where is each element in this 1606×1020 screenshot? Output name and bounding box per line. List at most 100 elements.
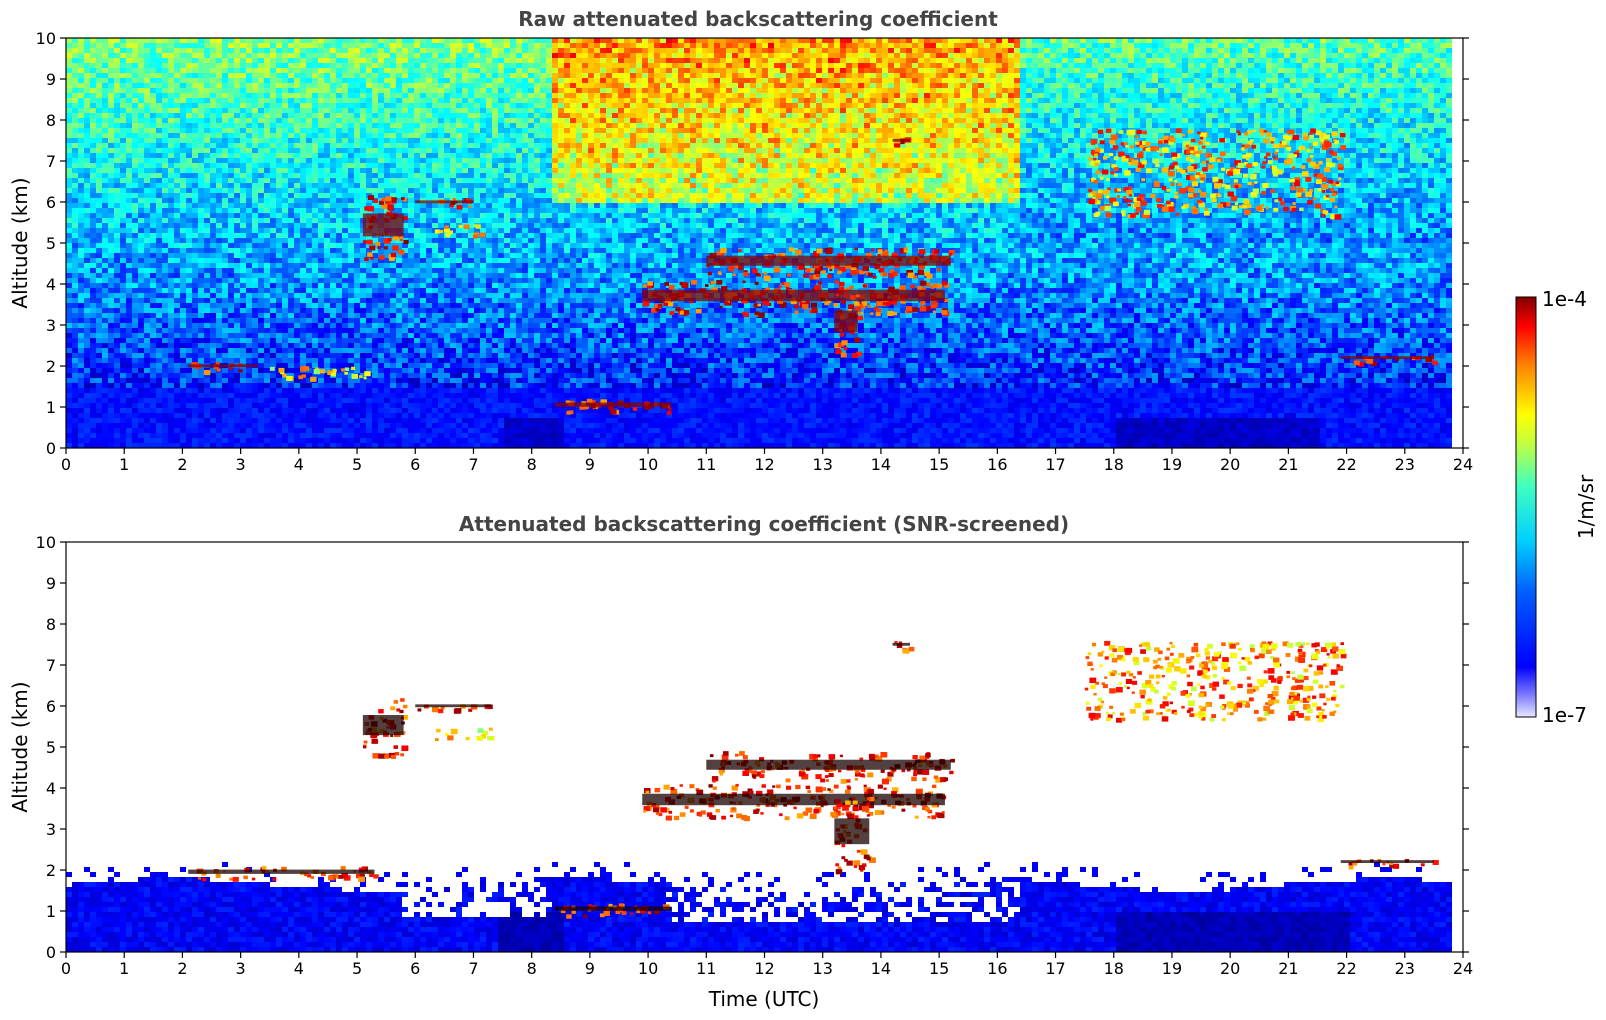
x-tick-label: 6 bbox=[410, 455, 420, 474]
x-tick-label: 21 bbox=[1278, 455, 1298, 474]
y-tick-label: 8 bbox=[46, 615, 56, 634]
screened-backscatter-panel: Attenuated backscattering coefficient (S… bbox=[8, 512, 1473, 1011]
x-tick-label: 7 bbox=[468, 959, 478, 978]
feature-virga bbox=[834, 293, 864, 358]
x-tick-label: 23 bbox=[1395, 959, 1415, 978]
x-tick-label: 16 bbox=[987, 959, 1007, 978]
feature-cloud bbox=[415, 198, 474, 210]
feature-aerosol-layer bbox=[188, 865, 379, 882]
y-tick-label: 0 bbox=[46, 943, 56, 962]
x-tick-label: 18 bbox=[1104, 959, 1124, 978]
x-tick-label: 1 bbox=[119, 455, 129, 474]
feature-cloud bbox=[435, 727, 495, 741]
x-axis: 0 1 2 3 4 5 6 7 8 9 10 11 12 13 14 15 16 17 18 19 20 21 22 23 24 bbox=[61, 448, 1473, 474]
y-tick-label: 5 bbox=[46, 738, 56, 757]
x-tick-label: 2 bbox=[177, 455, 187, 474]
x-tick-label: 19 bbox=[1162, 959, 1182, 978]
colorbar-min-label: 1e-7 bbox=[1542, 703, 1587, 727]
panel-title: Attenuated backscattering coefficient (S… bbox=[459, 512, 1069, 536]
x-tick-label: 8 bbox=[527, 959, 537, 978]
x-tick-label: 3 bbox=[236, 455, 246, 474]
colorbar-gradient bbox=[1515, 296, 1537, 718]
x-tick-label: 14 bbox=[871, 455, 891, 474]
feature-aerosol-layer bbox=[269, 366, 371, 382]
y-axis-label: Altitude (km) bbox=[8, 177, 32, 308]
y-axis: 0 1 2 3 4 5 6 7 8 9 10 bbox=[36, 533, 1469, 962]
x-tick-label: 13 bbox=[813, 455, 833, 474]
feature-cloud bbox=[706, 751, 955, 785]
x-tick-label: 9 bbox=[585, 455, 595, 474]
colorbar-unit-label: 1/m/sr bbox=[1574, 474, 1598, 539]
y-tick-label: 4 bbox=[46, 779, 56, 798]
y-axis: 0 1 2 3 4 5 6 7 8 9 10 bbox=[36, 29, 1469, 458]
y-tick-label: 1 bbox=[46, 398, 56, 417]
x-tick-label: 20 bbox=[1220, 455, 1240, 474]
y-tick-label: 3 bbox=[46, 316, 56, 335]
x-tick-label: 1 bbox=[119, 959, 129, 978]
feature-cloud bbox=[434, 224, 486, 239]
y-tick-label: 4 bbox=[46, 275, 56, 294]
x-tick-label: 10 bbox=[638, 455, 658, 474]
x-tick-label: 9 bbox=[585, 959, 595, 978]
y-tick-label: 10 bbox=[36, 29, 56, 48]
raw-backscatter-panel: Raw attenuated backscattering coefficien… bbox=[8, 7, 1473, 474]
x-tick-label: 4 bbox=[294, 959, 304, 978]
x-tick-label: 23 bbox=[1395, 455, 1415, 474]
feature-cloud bbox=[362, 698, 409, 759]
feature-cloud bbox=[554, 398, 672, 415]
x-tick-label: 6 bbox=[410, 959, 420, 978]
x-tick-label: 2 bbox=[177, 959, 187, 978]
y-tick-label: 6 bbox=[46, 697, 56, 716]
panel-title: Raw attenuated backscattering coefficien… bbox=[518, 7, 998, 31]
x-tick-label: 17 bbox=[1045, 455, 1065, 474]
y-tick-label: 10 bbox=[36, 533, 56, 552]
y-tick-label: 7 bbox=[46, 152, 56, 171]
feature-cirrus bbox=[1088, 128, 1347, 220]
y-tick-label: 9 bbox=[46, 574, 56, 593]
x-tick-label: 11 bbox=[696, 455, 716, 474]
x-tick-label: 14 bbox=[871, 959, 891, 978]
x-tick-label: 18 bbox=[1104, 455, 1124, 474]
x-tick-label: 5 bbox=[352, 959, 362, 978]
x-axis: 0 1 2 3 4 5 6 7 8 9 10 11 12 13 14 15 16 17 18 19 20 21 22 23 24 bbox=[61, 952, 1473, 978]
x-tick-label: 16 bbox=[987, 455, 1007, 474]
y-tick-label: 8 bbox=[46, 111, 56, 130]
feature-virga bbox=[834, 796, 876, 875]
colorbar-max-label: 1e-4 bbox=[1542, 287, 1587, 311]
feature-cirrus bbox=[1084, 640, 1347, 723]
feature-cloud bbox=[415, 704, 493, 714]
x-tick-label: 10 bbox=[638, 959, 658, 978]
y-tick-label: 5 bbox=[46, 234, 56, 253]
x-tick-label: 8 bbox=[527, 455, 537, 474]
x-tick-label: 24 bbox=[1453, 455, 1473, 474]
y-tick-label: 2 bbox=[46, 861, 56, 880]
feature-cloud bbox=[892, 137, 912, 148]
x-tick-label: 0 bbox=[61, 959, 71, 978]
x-tick-label: 13 bbox=[813, 959, 833, 978]
x-tick-label: 20 bbox=[1220, 959, 1240, 978]
x-tick-label: 3 bbox=[236, 959, 246, 978]
feature-cloud bbox=[706, 247, 955, 281]
x-tick-label: 19 bbox=[1162, 455, 1182, 474]
feature-cloud bbox=[554, 903, 672, 919]
x-tick-label: 0 bbox=[61, 455, 71, 474]
feature-cloud bbox=[642, 279, 950, 318]
feature-aerosol-layer bbox=[1340, 354, 1438, 367]
x-tick-label: 12 bbox=[754, 959, 774, 978]
x-tick-label: 11 bbox=[696, 959, 716, 978]
x-tick-label: 15 bbox=[929, 455, 949, 474]
feature-cloud bbox=[892, 640, 915, 654]
y-tick-label: 3 bbox=[46, 820, 56, 839]
heatmap-plot-area bbox=[66, 542, 1463, 952]
y-tick-label: 1 bbox=[46, 902, 56, 921]
feature-cloud bbox=[362, 195, 409, 261]
x-tick-label: 22 bbox=[1336, 959, 1356, 978]
y-tick-label: 9 bbox=[46, 70, 56, 89]
x-tick-label: 15 bbox=[929, 959, 949, 978]
x-tick-label: 12 bbox=[754, 455, 774, 474]
colorbar: 1e-4 1e-7 1/m/sr bbox=[1515, 287, 1598, 727]
y-tick-label: 7 bbox=[46, 656, 56, 675]
y-tick-label: 2 bbox=[46, 357, 56, 376]
x-tick-label: 4 bbox=[294, 455, 304, 474]
